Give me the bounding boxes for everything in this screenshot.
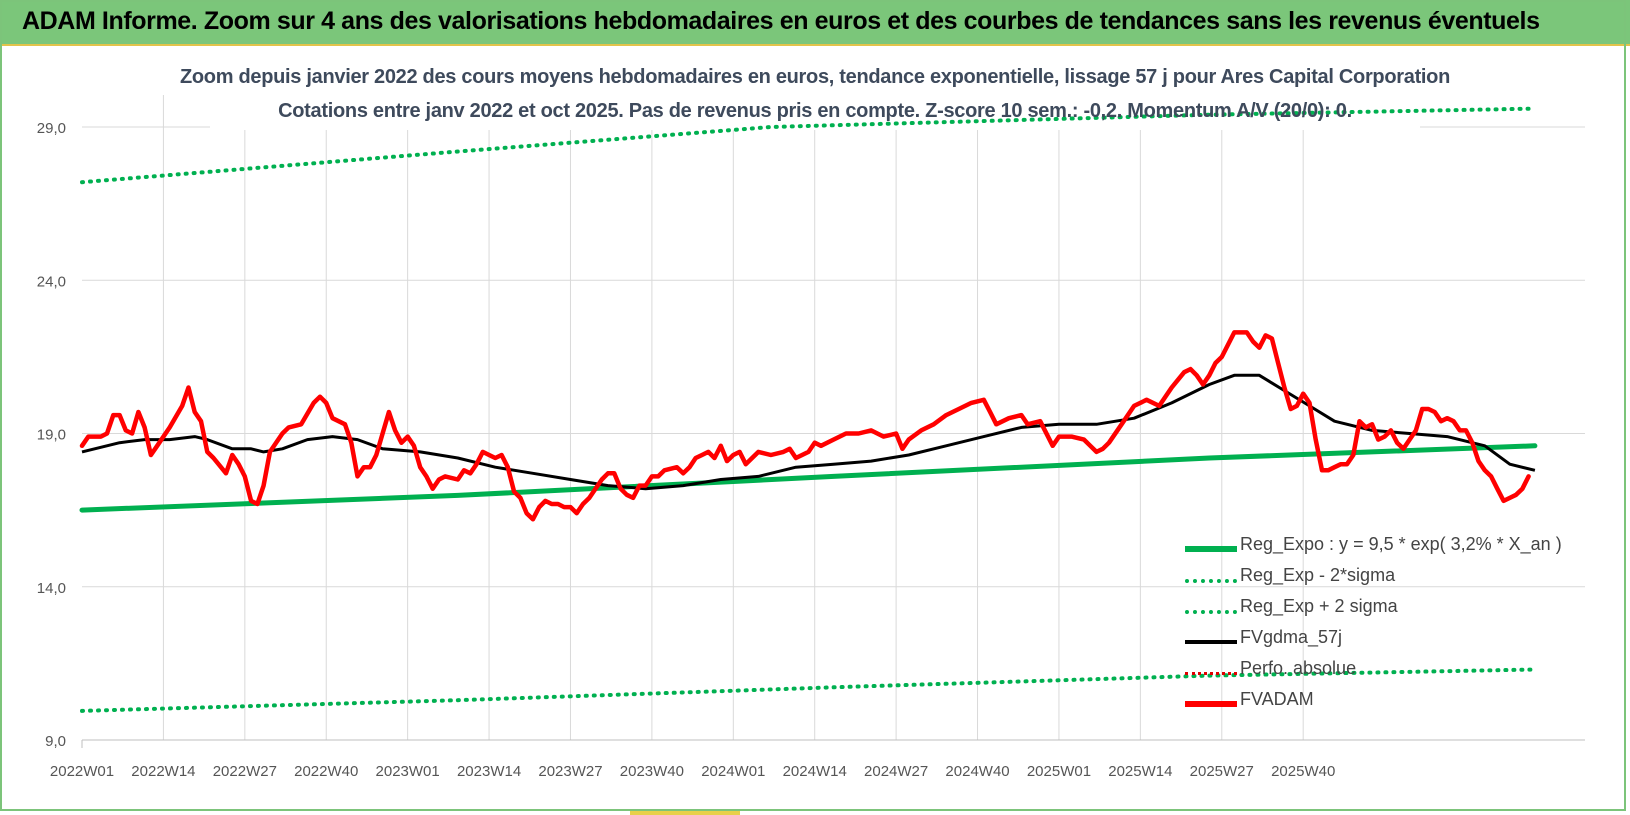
legend-label: FVADAM [1240,689,1314,709]
header-bar: ADAM Informe. Zoom sur 4 ans des valoris… [0,0,1630,46]
title-backdrop [210,58,1420,130]
x-tick-label: 2024W14 [783,763,847,780]
x-tick-label: 2022W01 [50,763,114,780]
chart-title: Zoom depuis janvier 2022 des cours moyen… [179,66,1451,88]
x-tick-label: 2022W27 [213,763,277,780]
legend-swatch [1185,610,1237,614]
legend-swatch [1185,672,1237,675]
x-tick-label: 2023W01 [376,763,440,780]
legend-item-perfo: Perfo. absolue [1185,658,1605,688]
legend-item-reg-expo: Reg_Expo : y = 9,5 * exp( 3,2% * X_an ) [1185,534,1605,564]
sheet-tab-marker [630,810,740,815]
x-tick-label: 2022W40 [294,763,358,780]
legend-item-reg-exp-plus: Reg_Exp + 2 sigma [1185,596,1605,626]
x-axis-labels: 2022W01 2022W14 2022W27 2022W40 2023W01 2023W… [50,763,1335,780]
page-title: ADAM Informe. Zoom sur 4 ans des valoris… [22,7,1540,35]
x-tick-label: 2023W40 [620,763,684,780]
x-tick-label: 2025W14 [1108,763,1172,780]
x-tick-label: 2025W01 [1027,763,1091,780]
legend-item-fvgdma: FVgdma_57j [1185,627,1605,657]
legend-swatch [1185,579,1237,583]
x-tick-label: 2023W27 [538,763,602,780]
chart-series [79,106,1538,713]
x-tick-label: 2023W14 [457,763,521,780]
series-line-2 [80,106,1537,185]
y-tick-label: 9,0 [45,733,66,750]
legend-label: Reg_Expo : y = 9,5 * exp( 3,2% * X_an ) [1240,534,1562,554]
legend-label: Reg_Exp + 2 sigma [1240,596,1398,616]
series-line-1 [80,667,1537,713]
y-axis-labels: 9,0 14,0 19,0 24,0 29,0 [37,120,66,750]
series-line-5 [79,330,1531,522]
x-tick-label: 2022W14 [131,763,195,780]
chart-grid [81,58,1585,748]
x-tick-label: 2024W40 [945,763,1009,780]
y-tick-label: 14,0 [37,580,66,597]
y-tick-label: 24,0 [37,273,66,290]
legend-label: FVgdma_57j [1240,627,1343,647]
x-tick-label: 2025W40 [1271,763,1335,780]
legend-swatch [1185,640,1237,644]
legend-label: Reg_Exp - 2*sigma [1240,565,1396,585]
legend-item-reg-exp-minus: Reg_Exp - 2*sigma [1185,565,1605,595]
y-tick-label: 19,0 [37,427,66,444]
y-tick-label: 29,0 [37,120,66,137]
legend-swatch [1185,701,1237,707]
legend-label: Perfo. absolue [1240,658,1357,678]
legend-item-fvadam: FVADAM [1185,689,1605,719]
legend-swatch [1185,546,1237,552]
series-line-3 [81,373,1536,491]
chart-subtitle: Cotations entre janv 2022 et oct 2025. P… [278,100,1352,122]
x-tick-label: 2024W27 [864,763,928,780]
x-tick-label: 2024W01 [701,763,765,780]
x-tick-label: 2025W27 [1190,763,1254,780]
